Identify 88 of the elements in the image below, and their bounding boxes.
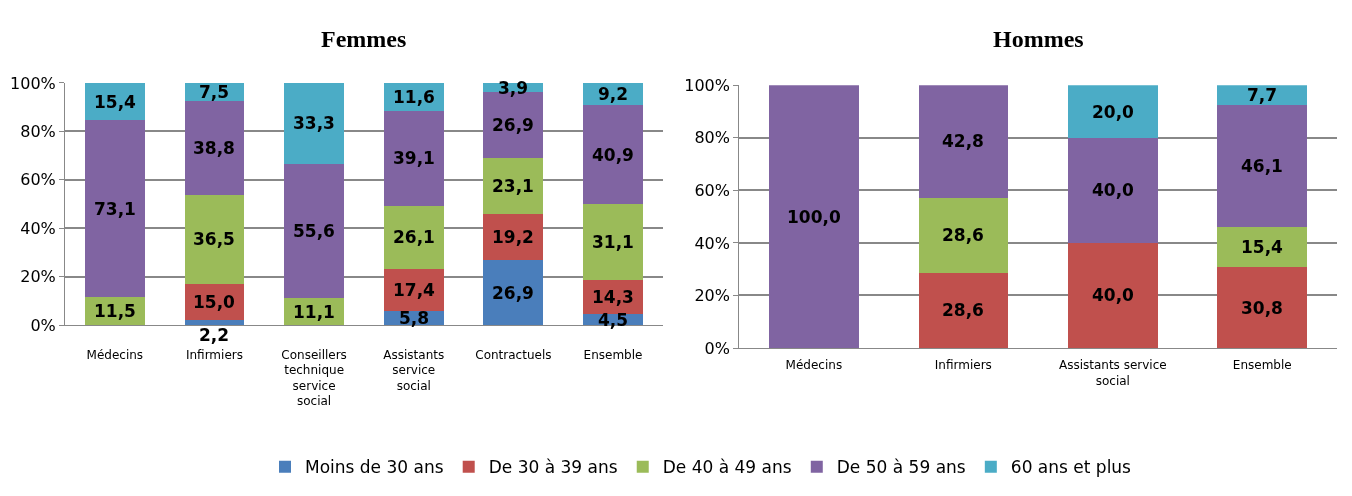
data-label: 14,3 — [592, 287, 634, 307]
data-label: 20,0 — [1092, 102, 1135, 122]
chart-title: Hommes — [993, 26, 1084, 52]
bar — [1217, 105, 1308, 227]
y-tick-label: 60% — [694, 180, 730, 200]
bar — [1217, 226, 1308, 268]
bar — [483, 260, 544, 326]
data-label: 40,0 — [1092, 180, 1135, 200]
data-label: 17,4 — [393, 280, 436, 300]
bar — [1067, 137, 1158, 243]
data-label: 4,5 — [598, 310, 629, 330]
y-tick-label: 80% — [694, 128, 730, 148]
data-label: 42,8 — [942, 131, 984, 151]
data-label: 9,2 — [598, 84, 629, 104]
y-tick-label: 60% — [20, 170, 56, 190]
x-tick-label: Infirmiers — [185, 347, 243, 362]
data-label: 7,5 — [199, 82, 230, 102]
bar — [1067, 242, 1158, 349]
bar — [184, 101, 245, 196]
data-label: 36,5 — [193, 229, 235, 249]
data-label: 5,8 — [399, 308, 430, 328]
x-tick-label: Médecins — [86, 347, 144, 362]
bar — [918, 197, 1009, 273]
legend-label: De 50 à 59 ans — [836, 457, 966, 478]
data-label: 7,7 — [1247, 85, 1278, 105]
x-tick-label: Ensemble — [1232, 358, 1292, 373]
y-tick-label: 40% — [20, 218, 56, 238]
bar — [918, 272, 1009, 349]
data-label: 15,0 — [193, 292, 236, 312]
data-label: 23,1 — [492, 176, 534, 196]
bar — [84, 120, 145, 298]
bar — [383, 111, 444, 206]
x-tick-label: Contractuels — [475, 347, 552, 362]
bar — [184, 195, 245, 284]
legend-label: Moins de 30 ans — [305, 457, 444, 478]
data-label: 40,0 — [1092, 285, 1135, 305]
data-label: 15,4 — [94, 92, 137, 112]
y-tick-label: 20% — [694, 286, 730, 306]
data-label: 30,8 — [1241, 298, 1283, 318]
chart-title: Femmes — [321, 26, 407, 52]
y-tick-label: 100% — [684, 75, 730, 95]
y-tick-label: 20% — [20, 267, 56, 287]
data-label: 46,1 — [1241, 156, 1283, 176]
bar — [284, 82, 344, 164]
data-label: 55,6 — [293, 221, 335, 241]
data-label: 31,1 — [592, 232, 634, 252]
data-label: 40,9 — [592, 145, 634, 165]
legend-label: 60 ans et plus — [1010, 457, 1132, 478]
data-label: 28,6 — [942, 300, 984, 320]
bar — [483, 157, 544, 214]
data-label: 11,5 — [94, 301, 136, 321]
data-label: 39,1 — [393, 148, 435, 168]
y-tick-label: 80% — [20, 122, 56, 142]
data-label: 26,9 — [492, 115, 534, 135]
data-label: 2,2 — [199, 325, 230, 345]
legend-label: De 40 à 49 ans — [662, 457, 792, 478]
data-label: 11,6 — [393, 87, 435, 107]
data-label: 11,1 — [293, 302, 335, 322]
data-label: 19,2 — [492, 227, 534, 247]
y-tick-label: 40% — [694, 233, 730, 253]
data-label: 73,1 — [94, 199, 136, 219]
x-tick-label: Assistants service social — [383, 347, 445, 393]
bar — [918, 85, 1009, 198]
y-tick-label: 100% — [10, 73, 56, 93]
legend-label: De 30 à 39 ans — [488, 457, 618, 478]
bar — [184, 319, 245, 326]
bar — [1067, 85, 1158, 138]
bar — [583, 204, 643, 280]
bar — [583, 105, 643, 205]
x-tick-label: Assistants service social — [1058, 358, 1167, 389]
bar — [383, 205, 444, 269]
data-label: 100,0 — [787, 207, 841, 227]
data-label: 26,1 — [393, 227, 435, 247]
data-label: 3,9 — [498, 78, 529, 98]
data-label: 26,9 — [492, 283, 534, 303]
y-tick-label: 0% — [30, 315, 56, 335]
bar — [284, 163, 344, 299]
data-label: 28,6 — [942, 225, 984, 245]
y-tick-label: 0% — [704, 338, 730, 358]
data-label: 38,8 — [193, 138, 235, 158]
data-label: 15,4 — [1241, 237, 1284, 257]
bar — [769, 85, 859, 349]
x-tick-label: Ensemble — [583, 347, 643, 362]
x-tick-label: Médecins — [785, 358, 843, 373]
x-tick-label: Infirmiers — [934, 358, 992, 373]
x-tick-label: Conseillers technique service social — [281, 347, 347, 409]
data-label: 33,3 — [293, 113, 335, 133]
bar — [1217, 267, 1308, 349]
